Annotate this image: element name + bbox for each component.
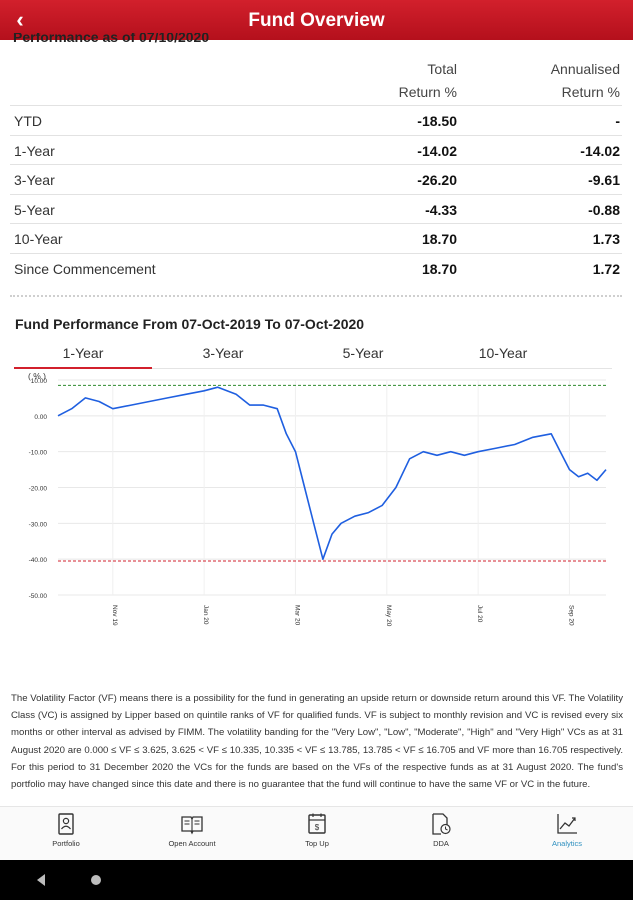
annualised-return-value: -9.61: [588, 172, 620, 189]
triangle-back-icon[interactable]: [34, 873, 48, 887]
table-row: 1-Year -14.02 -14.02: [10, 136, 622, 166]
annualised-return-value: -14.02: [580, 142, 620, 159]
bottom-navigation: Portfolio Open Account $ Top Up DDA: [0, 806, 633, 860]
nav-open-account[interactable]: Open Account: [137, 811, 247, 857]
nav-dda[interactable]: DDA: [386, 811, 496, 857]
x-tick-label: Nov 19: [111, 605, 118, 626]
page-title: Fund Overview: [248, 10, 385, 31]
total-return-header: Total Return %: [399, 58, 457, 104]
x-tick-label: Sep 20: [567, 605, 574, 626]
annualised-return-header-line2: Return %: [561, 84, 620, 100]
x-tick-label: Mar 20: [293, 605, 300, 626]
nav-label: Top Up: [305, 839, 329, 848]
row-label: YTD: [14, 113, 42, 129]
tab-1-year[interactable]: 1-Year: [14, 341, 152, 369]
annualised-return-value: -: [615, 113, 620, 129]
calendar-topup-icon: $: [308, 813, 326, 834]
x-tick-label: May 20: [385, 605, 392, 627]
series-line: [57, 386, 607, 560]
total-return-value: -14.02: [417, 142, 457, 159]
chevron-left-icon[interactable]: ‹: [16, 7, 24, 32]
book-icon: [181, 816, 203, 835]
y-tick-label: 0.00: [34, 414, 47, 421]
total-return-header-line1: Total: [427, 61, 457, 77]
nav-analytics[interactable]: Analytics: [512, 811, 622, 857]
row-label: Since Commencement: [14, 260, 156, 277]
tab-3-year[interactable]: 3-Year: [202, 345, 244, 361]
system-navigation-bar: [0, 860, 633, 900]
nav-label: Open Account: [168, 839, 216, 848]
portfolio-icon: [58, 813, 74, 835]
nav-label: DDA: [433, 839, 449, 848]
fund-performance-chart: ( % )10.00 0.00 -10.00 -20.00 -30.00 -40.00 -5…: [28, 371, 607, 627]
y-tick-label: -50.00: [29, 593, 48, 600]
table-row: YTD -18.50 -: [10, 106, 622, 136]
row-label: 5-Year: [14, 201, 55, 218]
volatility-disclaimer: The Volatility Factor (VF) means there i…: [11, 693, 623, 791]
row-label: 1-Year: [14, 142, 55, 159]
annualised-return-header: Annualised Return %: [551, 58, 620, 104]
svg-text:$: $: [315, 823, 320, 832]
total-return-value: 18.70: [421, 260, 457, 277]
y-tick-label: -40.00: [29, 557, 48, 564]
total-return-value: -26.20: [417, 172, 457, 189]
annualised-return-header-line1: Annualised: [550, 61, 620, 77]
document-clock-icon: [432, 813, 451, 835]
total-return-value: 18.70: [421, 231, 457, 248]
tab-5-year[interactable]: 5-Year: [342, 345, 384, 361]
nav-label: Analytics: [551, 839, 582, 848]
table-row: 3-Year -26.20 -9.61: [10, 165, 622, 195]
x-tick-label: Jan 20: [202, 605, 209, 625]
row-label: 10-Year: [14, 231, 63, 248]
performance-table-header: Total Return % Annualised Return %: [10, 54, 622, 106]
annualised-return-value: -0.88: [588, 201, 620, 218]
row-label: 3-Year: [14, 172, 55, 189]
table-row: Since Commencement 18.70 1.72: [10, 254, 622, 284]
table-row: 10-Year 18.70 1.73: [10, 224, 622, 254]
performance-heading: Performance as of 07/10/2020: [13, 33, 210, 45]
y-tick-label: 10.00: [31, 378, 48, 385]
period-tabs: 1-Year 3-Year 5-Year 10-Year: [14, 341, 612, 369]
nav-label: Portfolio: [52, 839, 80, 848]
section-divider: [10, 295, 622, 297]
tab-10-year[interactable]: 10-Year: [478, 345, 528, 361]
y-axis-unit-label: ( % ): [28, 371, 46, 381]
home-circle-icon[interactable]: [91, 875, 101, 885]
total-return-value: -4.33: [425, 201, 457, 218]
y-tick-label: -20.00: [29, 486, 48, 493]
annualised-return-value: 1.73: [592, 231, 620, 248]
chart-icon: [557, 814, 577, 834]
app-header: ‹ Fund Overview: [0, 0, 633, 40]
fund-performance-title: Fund Performance From 07-Oct-2019 To 07-…: [15, 316, 365, 332]
table-row: 5-Year -4.33 -0.88: [10, 195, 622, 225]
performance-table: Total Return % Annualised Return % YTD -…: [10, 54, 622, 284]
x-tick-label: Jul 20: [476, 605, 483, 623]
nav-portfolio[interactable]: Portfolio: [11, 811, 121, 857]
nav-top-up[interactable]: $ Top Up: [262, 811, 372, 857]
y-tick-label: -10.00: [29, 450, 48, 457]
annualised-return-value: 1.72: [592, 260, 620, 277]
total-return-header-line2: Return %: [398, 84, 457, 100]
total-return-value: -18.50: [417, 113, 457, 129]
y-tick-label: -30.00: [29, 521, 48, 528]
